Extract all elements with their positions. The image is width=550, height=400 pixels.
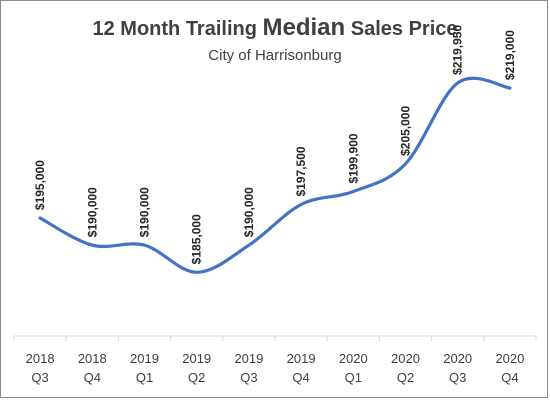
- x-tick-label-quarter: Q1: [136, 370, 153, 385]
- x-tick-label-quarter: Q4: [292, 370, 309, 385]
- chart-title-suffix: Sales Price: [345, 18, 457, 40]
- data-label: $197,500: [294, 146, 308, 196]
- data-label: $205,000: [399, 106, 413, 156]
- x-tick-label-year: 2019: [287, 351, 316, 366]
- data-label: $190,000: [137, 187, 151, 237]
- x-tick-labels: 2018 Q3 2018 Q4 2019 Q1 2019 Q2 2019 Q3 2019 Q4 2020…: [26, 351, 525, 385]
- x-tick-label-quarter: Q1: [345, 370, 362, 385]
- x-tick-label-year: 2018: [78, 351, 107, 366]
- x-tick-label-quarter: Q3: [31, 370, 48, 385]
- data-label: $185,000: [190, 214, 204, 264]
- chart-title-emphasis: Median: [263, 14, 346, 41]
- x-tick-label-quarter: Q2: [188, 370, 205, 385]
- x-tick-label-quarter: Q4: [501, 370, 518, 385]
- x-tick-label-year: 2020: [339, 351, 368, 366]
- data-label: $190,000: [242, 187, 256, 237]
- x-tick-label-year: 2019: [234, 351, 263, 366]
- x-tick-label-year: 2018: [26, 351, 55, 366]
- data-label: $190,000: [85, 187, 99, 237]
- chart-subtitle: City of Harrisonburg: [208, 47, 341, 64]
- chart-title-prefix: 12 Month Trailing: [92, 18, 262, 40]
- data-label: $219,000: [503, 30, 517, 80]
- series-line-median-price: [38, 76, 512, 274]
- data-labels: $195,000 $190,000 $190,000 $185,000 $190,000…: [33, 25, 517, 265]
- x-tick-label-quarter: Q4: [84, 370, 101, 385]
- x-tick-label-year: 2019: [130, 351, 159, 366]
- x-tick-label-year: 2020: [495, 351, 524, 366]
- x-tick-label-quarter: Q3: [449, 370, 466, 385]
- x-tick-label-year: 2020: [443, 351, 472, 366]
- x-tick-label-year: 2020: [391, 351, 420, 366]
- data-label: $219,950: [451, 25, 465, 75]
- x-axis-ticks: [13, 336, 537, 341]
- data-label: $195,000: [33, 160, 47, 210]
- data-label: $199,900: [346, 133, 360, 183]
- chart-title: 12 Month Trailing Median Sales Price: [92, 14, 457, 41]
- x-tick-label-quarter: Q2: [397, 370, 414, 385]
- x-tick-label-quarter: Q3: [240, 370, 257, 385]
- x-tick-label-year: 2019: [182, 351, 211, 366]
